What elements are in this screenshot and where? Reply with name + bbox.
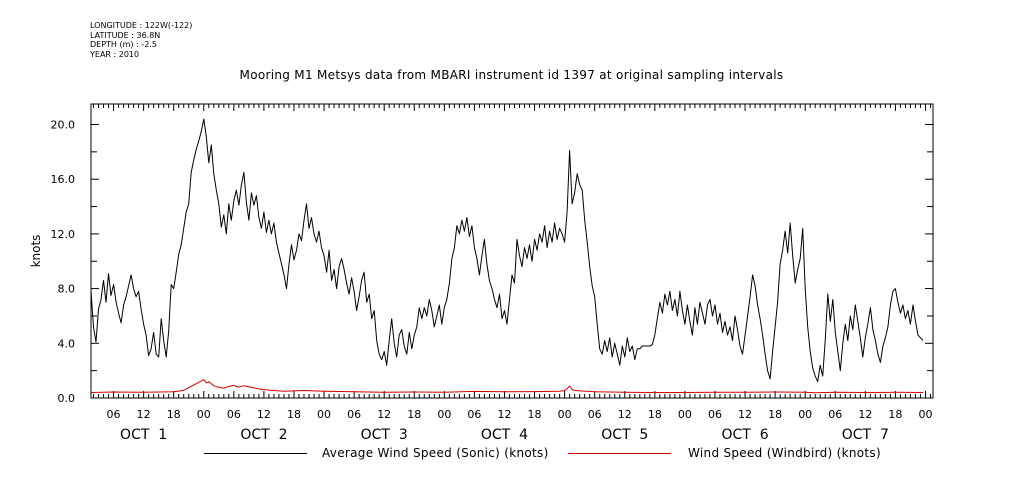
x-tick-label: 06 — [708, 408, 722, 421]
x-tick-label: 06 — [828, 408, 842, 421]
latitude-text: LATITUDE : 36.8N — [90, 30, 161, 40]
x-tick-label: 00 — [437, 408, 451, 421]
x-tick-label: 12 — [257, 408, 271, 421]
series-line-windbird — [90, 379, 924, 394]
x-tick-labels: 06 12 18 00 06 12 18 00 06 12 18 00 06 12 18 00 06 12 18 00… — [107, 408, 933, 421]
x-tick-label: 12 — [858, 408, 872, 421]
x-tick-label: 12 — [377, 408, 391, 421]
y-tick-label: 12.0 — [51, 228, 76, 241]
year-text: YEAR : 2010 — [90, 49, 140, 59]
x-tick-label: 00 — [197, 408, 211, 421]
x-tick-label: 00 — [678, 408, 692, 421]
x-tick-label: 06 — [227, 408, 241, 421]
x-tick-label: 12 — [497, 408, 511, 421]
x-tick-label: 06 — [588, 408, 602, 421]
y-axis-label: knots — [29, 235, 43, 268]
y-tick-label: 8.0 — [58, 283, 76, 296]
x-tick-label: 12 — [738, 408, 752, 421]
depth-text: DEPTH (m) : -2.5 — [90, 40, 157, 49]
x-tick-label: 18 — [407, 408, 421, 421]
metadata-block: LONGITUDE : 122W(-122) LATITUDE : 36.8N … — [90, 21, 192, 59]
x-tick-label: 18 — [287, 408, 301, 421]
legend-line-sonic — [204, 453, 307, 454]
y-tick-label: 20.0 — [51, 119, 76, 132]
legend-label-windbird: Wind Speed (Windbird) (knots) — [688, 446, 881, 460]
y-tick-label: 16.0 — [51, 173, 76, 186]
day-label: OCT 4 — [481, 427, 528, 443]
series-line-sonic — [90, 118, 924, 383]
x-tick-label: 12 — [618, 408, 632, 421]
longitude-text: LONGITUDE : 122W(-122) — [90, 21, 193, 30]
x-tick-label: 00 — [798, 408, 812, 421]
axis-ticks — [91, 104, 933, 399]
chart-title: Mooring M1 Metsys data from MBARI instru… — [239, 68, 784, 82]
x-tick-label: 18 — [888, 408, 902, 421]
x-tick-label: 06 — [347, 408, 361, 421]
x-tick-label: 18 — [167, 408, 181, 421]
x-tick-label: 00 — [918, 408, 932, 421]
plot-frame — [90, 103, 934, 399]
legend-line-windbird — [568, 453, 671, 454]
legend: Average Wind Speed (Sonic) (knots) Wind … — [0, 446, 1009, 464]
day-label: OCT 3 — [361, 427, 408, 443]
y-tick-label: 0.0 — [58, 392, 76, 405]
x-tick-label: 18 — [648, 408, 662, 421]
x-tick-label: 06 — [467, 408, 481, 421]
x-tick-label: 18 — [768, 408, 782, 421]
y-tick-labels: 0.0 4.0 8.0 12.0 16.0 20.0 — [51, 119, 76, 405]
x-tick-label: 18 — [528, 408, 542, 421]
day-label: OCT 5 — [601, 427, 648, 443]
legend-label-sonic: Average Wind Speed (Sonic) (knots) — [322, 446, 549, 460]
x-tick-label: 00 — [558, 408, 572, 421]
x-tick-label: 00 — [317, 408, 331, 421]
day-label: OCT 7 — [842, 427, 889, 443]
x-tick-label: 06 — [107, 408, 121, 421]
day-label: OCT 6 — [721, 427, 768, 443]
day-label: OCT 1 — [120, 427, 167, 443]
day-label: OCT 2 — [240, 427, 287, 443]
y-tick-label: 4.0 — [58, 337, 76, 350]
day-labels: OCT 1 OCT 2 OCT 3 OCT 4 OCT 5 OCT 6 OCT 7 — [120, 427, 889, 443]
series-layer — [90, 118, 924, 394]
x-tick-label: 12 — [137, 408, 151, 421]
